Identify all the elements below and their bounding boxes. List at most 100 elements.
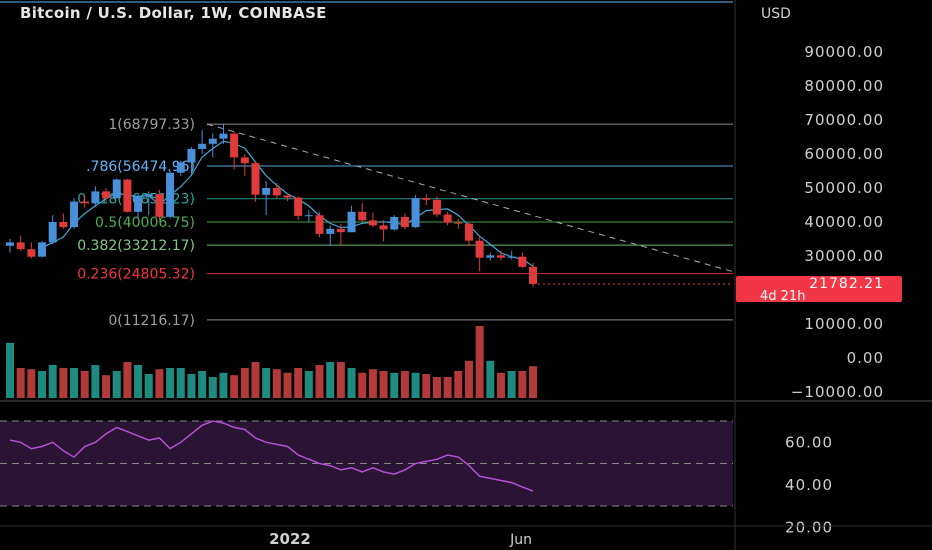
- candle-body: [294, 197, 303, 216]
- candle-body: [16, 242, 25, 250]
- price-axis-label: 90000.00: [804, 43, 884, 61]
- volume-bar: [134, 365, 143, 398]
- rsi-axis-label: 40.00: [785, 476, 833, 494]
- volume-bar: [443, 377, 452, 398]
- last-price-badge: [736, 275, 902, 302]
- volume-bar: [112, 371, 121, 398]
- time-label-jun: Jun: [509, 532, 532, 548]
- candle-body: [347, 211, 356, 233]
- fib-label-5: 0.236(24805.32): [77, 267, 195, 283]
- rsi-axis-label: 20.00: [785, 518, 833, 536]
- price-axis-label: 30000.00: [804, 247, 884, 265]
- price-axis-label: −10000.00: [791, 383, 884, 401]
- candle-body: [262, 188, 271, 195]
- volume-bar: [16, 368, 25, 398]
- candle-body: [315, 215, 324, 234]
- candle-body: [134, 196, 143, 212]
- candle-body: [80, 201, 89, 204]
- fib-label-6: 0(11216.17): [108, 313, 195, 329]
- volume-bar: [176, 368, 185, 398]
- candle-body: [529, 266, 537, 284]
- volume-bar: [38, 371, 47, 398]
- volume-bar: [272, 369, 281, 398]
- volume-bar: [507, 371, 516, 398]
- candle-body: [390, 216, 399, 230]
- volume-bar: [80, 371, 89, 398]
- volume-bar: [390, 372, 399, 398]
- volume-bar: [251, 362, 260, 398]
- fib-label-1: .786(56474.96): [86, 159, 195, 175]
- volume-bar: [144, 374, 153, 398]
- candle-body: [336, 228, 345, 233]
- candle-body: [187, 148, 196, 163]
- candle-body: [70, 201, 79, 228]
- candle-body: [240, 157, 249, 164]
- candle-body: [272, 188, 281, 196]
- price-axis-label: 0.00: [847, 349, 884, 367]
- candle-body: [144, 194, 153, 197]
- currency-label: USD: [761, 6, 791, 22]
- volume-bar: [347, 368, 356, 398]
- rsi-axis-label: 60.00: [785, 433, 833, 451]
- volume-bar: [59, 368, 68, 398]
- volume-bar: [70, 368, 79, 398]
- volume-bar: [219, 372, 228, 398]
- candle-body: [368, 220, 377, 226]
- fib-label-4: 0.382(33212.17): [77, 238, 195, 254]
- candle-body: [155, 194, 164, 217]
- time-label-2022: 2022: [269, 530, 311, 548]
- candle-body: [198, 143, 207, 149]
- volume-bar: [326, 362, 335, 398]
- candle-body: [358, 211, 367, 221]
- candle-body: [422, 198, 431, 200]
- volume-bar: [27, 369, 36, 398]
- volume-bar: [230, 375, 239, 398]
- rsi-line: [9, 420, 534, 492]
- candle-body: [400, 216, 409, 228]
- volume-bar: [315, 365, 324, 398]
- volume-bar: [454, 371, 463, 398]
- volume-bar: [155, 369, 164, 398]
- candle-body: [91, 191, 100, 204]
- candle-body: [230, 133, 239, 158]
- volume-bar: [240, 368, 249, 398]
- candle-body: [518, 256, 527, 267]
- volume-bar: [529, 366, 537, 398]
- price-axis-label: 50000.00: [804, 179, 884, 197]
- candle-body: [411, 198, 420, 228]
- volume-bar: [486, 360, 495, 398]
- volume-bar: [304, 371, 313, 398]
- volume-bar: [496, 372, 505, 398]
- candle-body: [123, 179, 132, 212]
- volume-bar: [123, 362, 132, 398]
- volume-bar: [198, 371, 207, 398]
- price-axis-label: 60000.00: [804, 145, 884, 163]
- candle-body: [166, 172, 175, 217]
- candle-body: [443, 214, 452, 223]
- volume-bar: [48, 365, 57, 398]
- volume-bar: [432, 377, 441, 398]
- volume-bar: [283, 372, 292, 398]
- volume-bar: [400, 371, 409, 398]
- trend-line: [206, 123, 734, 273]
- candle-body: [283, 195, 292, 198]
- volume-bar: [358, 372, 367, 398]
- volume-bar: [464, 360, 473, 398]
- price-axis-label: 70000.00: [804, 111, 884, 129]
- candle-body: [59, 222, 68, 228]
- candle-body: [38, 242, 47, 257]
- bar-countdown: 4d 21h: [760, 289, 805, 304]
- candle-body: [454, 222, 463, 224]
- volume-bar: [166, 368, 175, 398]
- volume-bar: [208, 377, 217, 398]
- volume-bar: [262, 368, 271, 398]
- candle-body: [6, 242, 14, 246]
- candle-body: [379, 225, 388, 230]
- price-axis-label: 10000.00: [804, 315, 884, 333]
- candle-body: [486, 255, 495, 258]
- price-axis-label: 80000.00: [804, 77, 884, 95]
- fib-label-0: 1(68797.33): [108, 117, 195, 133]
- last-price-value: 21782.21: [809, 276, 884, 292]
- candle-body: [27, 249, 36, 257]
